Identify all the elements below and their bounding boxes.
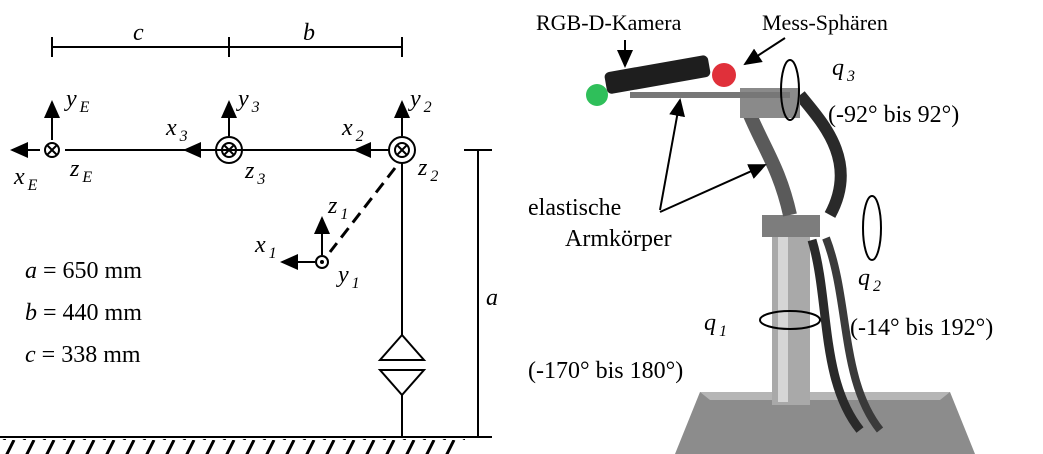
- symbol: x: [13, 164, 25, 190]
- joint-range: (-92° bis 92°): [828, 102, 959, 128]
- symbol: q: [832, 55, 844, 81]
- symbol: q: [704, 310, 716, 336]
- subscript: 1: [340, 206, 348, 223]
- subscript: 2: [873, 278, 881, 295]
- subscript: 3: [251, 99, 260, 116]
- subscript: 2: [356, 128, 364, 145]
- subscript: 2: [424, 99, 432, 116]
- symbol: y: [408, 86, 421, 112]
- subscript: 3: [846, 68, 855, 85]
- parameter-symbol: a: [25, 258, 37, 284]
- symbol: y: [336, 262, 349, 288]
- parameter: a= 650 mm: [25, 258, 142, 284]
- parameter: c= 338 mm: [25, 342, 141, 368]
- dimension-label: a: [486, 285, 498, 311]
- dimension-label: c: [133, 20, 144, 46]
- subscript: 3: [256, 171, 265, 188]
- elastic-label: Armkörper: [565, 226, 672, 252]
- parameter-value: = 650 mm: [43, 258, 142, 284]
- camera-label: RGB-D-Kamera: [536, 10, 682, 35]
- figure: cbayExEzEy3x3z3y2x2z2z1x1y1a= 650 mmb= 4…: [0, 0, 1043, 454]
- subscript: E: [27, 177, 38, 194]
- symbol: y: [236, 86, 249, 112]
- subscript: 1: [269, 245, 277, 262]
- spheres-label: Mess-Sphären: [762, 10, 888, 35]
- symbol: x: [165, 115, 177, 141]
- subscript: 3: [179, 128, 188, 145]
- symbol: z: [244, 158, 255, 184]
- joint-range: (-14° bis 192°): [850, 315, 993, 341]
- dimension-label: b: [303, 20, 315, 46]
- parameter-value: = 338 mm: [42, 342, 141, 368]
- symbol: x: [254, 232, 266, 258]
- parameter-value: = 440 mm: [43, 300, 142, 326]
- parameter-symbol: c: [25, 342, 36, 368]
- subscript: 1: [719, 323, 727, 340]
- symbol: z: [417, 155, 428, 181]
- symbol: z: [327, 193, 338, 219]
- parameter: b= 440 mm: [25, 300, 142, 326]
- symbol: x: [341, 115, 353, 141]
- symbol: z: [69, 156, 80, 182]
- joint-range: (-170° bis 180°): [528, 358, 683, 384]
- elastic-label: elastische: [528, 195, 621, 221]
- subscript: E: [81, 169, 92, 186]
- subscript: E: [79, 99, 90, 116]
- symbol: q: [858, 265, 870, 291]
- subscript: 1: [352, 275, 360, 292]
- parameter-symbol: b: [25, 300, 37, 326]
- subscript: 2: [430, 168, 438, 185]
- symbol: y: [64, 86, 77, 112]
